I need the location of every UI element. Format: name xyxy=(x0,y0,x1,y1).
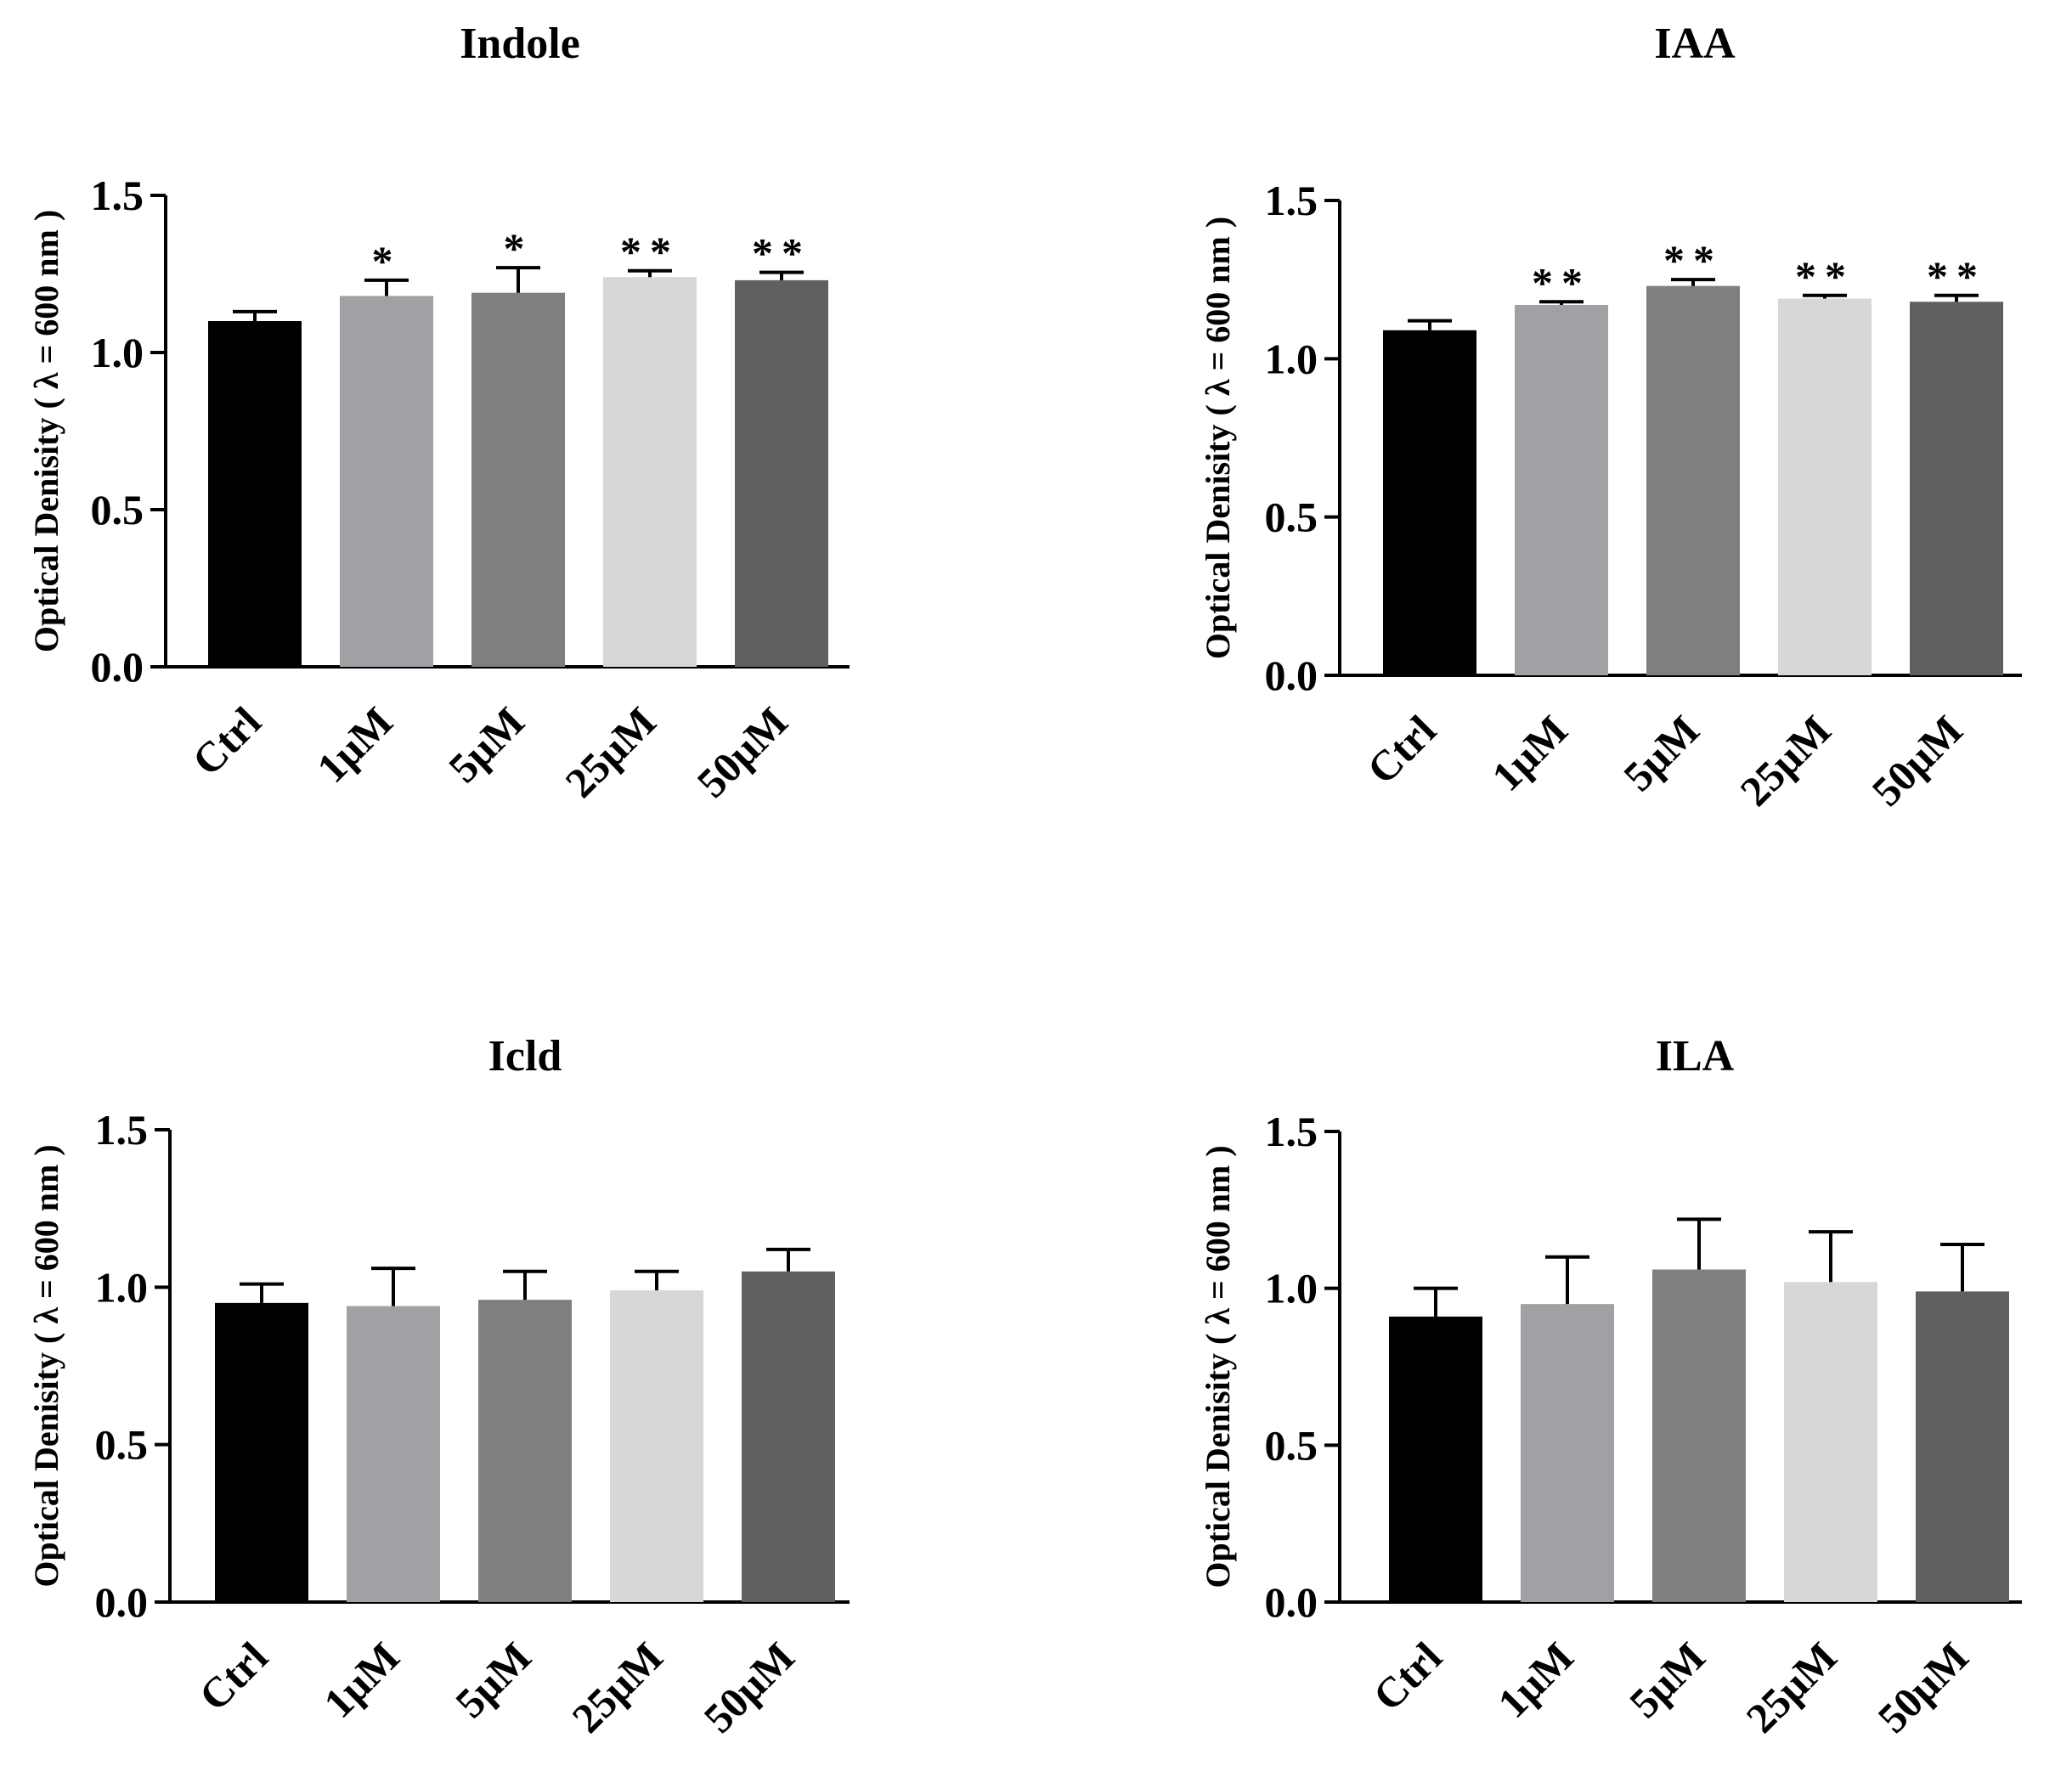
y-tick-label: 0.0 xyxy=(1265,1578,1318,1626)
y-tick-label: 1.5 xyxy=(91,172,144,219)
bar xyxy=(478,1300,572,1602)
x-tick-label: 5μM xyxy=(446,1633,540,1727)
y-tick-label: 1.0 xyxy=(91,329,144,376)
bar xyxy=(1646,285,1740,675)
x-tick-label: 50μM xyxy=(1862,706,1971,815)
chart-title: Icld xyxy=(488,1032,562,1080)
bar xyxy=(471,292,565,667)
x-tick-label: 1μM xyxy=(308,697,402,792)
y-tick-label: 0.5 xyxy=(1265,1421,1318,1469)
x-tick-label: 1μM xyxy=(314,1633,409,1727)
x-tick-label: 5μM xyxy=(439,697,534,792)
y-tick-label: 0.5 xyxy=(91,486,144,533)
bar xyxy=(610,1290,703,1602)
x-tick-label: 50μM xyxy=(687,697,796,806)
x-tick-label: 25μM xyxy=(556,697,664,806)
significance-marker: ** xyxy=(1532,258,1591,306)
y-axis-label: Optical Denisity ( λ = 600 nm ) xyxy=(27,1144,65,1587)
x-tick-label: 50μM xyxy=(1868,1633,1977,1741)
significance-marker: ** xyxy=(1927,252,1986,300)
x-tick-label: 25μM xyxy=(1736,1633,1845,1741)
chart-title: ILA xyxy=(1656,1032,1735,1080)
bar xyxy=(1515,304,1608,675)
chart-panel-ila: ILA Optical Denisity ( λ = 600 nm ) 0.0 0.5… xyxy=(1199,1032,2022,1742)
bar xyxy=(1521,1304,1614,1602)
y-tick-label: 0.5 xyxy=(1265,494,1318,541)
y-tick-label: 0.5 xyxy=(95,1421,149,1469)
x-tick-label: 1μM xyxy=(1488,1633,1583,1727)
y-tick-label: 1.5 xyxy=(1265,1108,1318,1155)
chart-panel-iaa: IAA Optical Denisity ( λ = 600 nm ) 0.0 0.5… xyxy=(1199,20,2022,815)
x-tick-label: 25μM xyxy=(562,1633,671,1741)
y-axis-label: Optical Denisity ( λ = 600 nm ) xyxy=(1199,217,1237,659)
x-tick-label: 5μM xyxy=(1614,706,1708,800)
bar xyxy=(1383,330,1476,675)
significance-marker: ** xyxy=(752,229,811,277)
bar xyxy=(208,321,302,667)
y-tick-label: 1.0 xyxy=(1265,335,1318,382)
chart-title: Indole xyxy=(460,20,580,68)
x-tick-label: Ctrl xyxy=(1363,1633,1450,1719)
significance-marker: ** xyxy=(1795,252,1855,300)
x-tick-label: Ctrl xyxy=(1358,706,1444,793)
y-axis-label: Optical Denisity ( λ = 600 nm ) xyxy=(1199,1145,1237,1588)
bar xyxy=(603,277,697,667)
bar xyxy=(735,279,828,667)
y-tick-label: 1.0 xyxy=(1265,1265,1318,1312)
bar xyxy=(1778,298,1872,675)
y-tick-label: 1.0 xyxy=(95,1263,149,1311)
significance-marker: ** xyxy=(620,228,680,275)
bar xyxy=(742,1271,835,1602)
chart-panel-indole: Indole Optical Denisity ( λ = 600 nm ) 0.0… xyxy=(27,20,850,807)
bar xyxy=(1916,1291,2009,1602)
chart-panel-icld: Icld Optical Denisity ( λ = 600 nm ) 0.0 0.… xyxy=(27,1032,850,1742)
significance-marker: * xyxy=(372,237,402,285)
x-tick-label: Ctrl xyxy=(189,1633,276,1719)
bar xyxy=(1784,1282,1877,1602)
y-tick-label: 1.5 xyxy=(95,1106,149,1154)
bar xyxy=(1910,302,2003,675)
significance-marker: ** xyxy=(1663,236,1723,284)
x-tick-label: 5μM xyxy=(1620,1633,1714,1727)
y-axis-label: Optical Denisity ( λ = 600 nm ) xyxy=(27,210,65,652)
x-tick-label: 25μM xyxy=(1730,706,1839,815)
x-tick-label: 1μM xyxy=(1482,706,1577,800)
bar xyxy=(1652,1269,1746,1602)
bar xyxy=(1389,1316,1482,1602)
y-tick-label: 1.5 xyxy=(1265,177,1318,224)
bar xyxy=(347,1306,440,1602)
significance-marker: * xyxy=(504,224,534,272)
bar xyxy=(215,1302,308,1602)
y-tick-label: 0.0 xyxy=(91,643,144,691)
y-tick-label: 0.0 xyxy=(95,1578,149,1626)
chart-title: IAA xyxy=(1654,20,1736,68)
bar xyxy=(340,296,433,667)
x-tick-label: 50μM xyxy=(694,1633,803,1741)
y-tick-label: 0.0 xyxy=(1265,652,1318,699)
x-tick-label: Ctrl xyxy=(183,697,269,784)
